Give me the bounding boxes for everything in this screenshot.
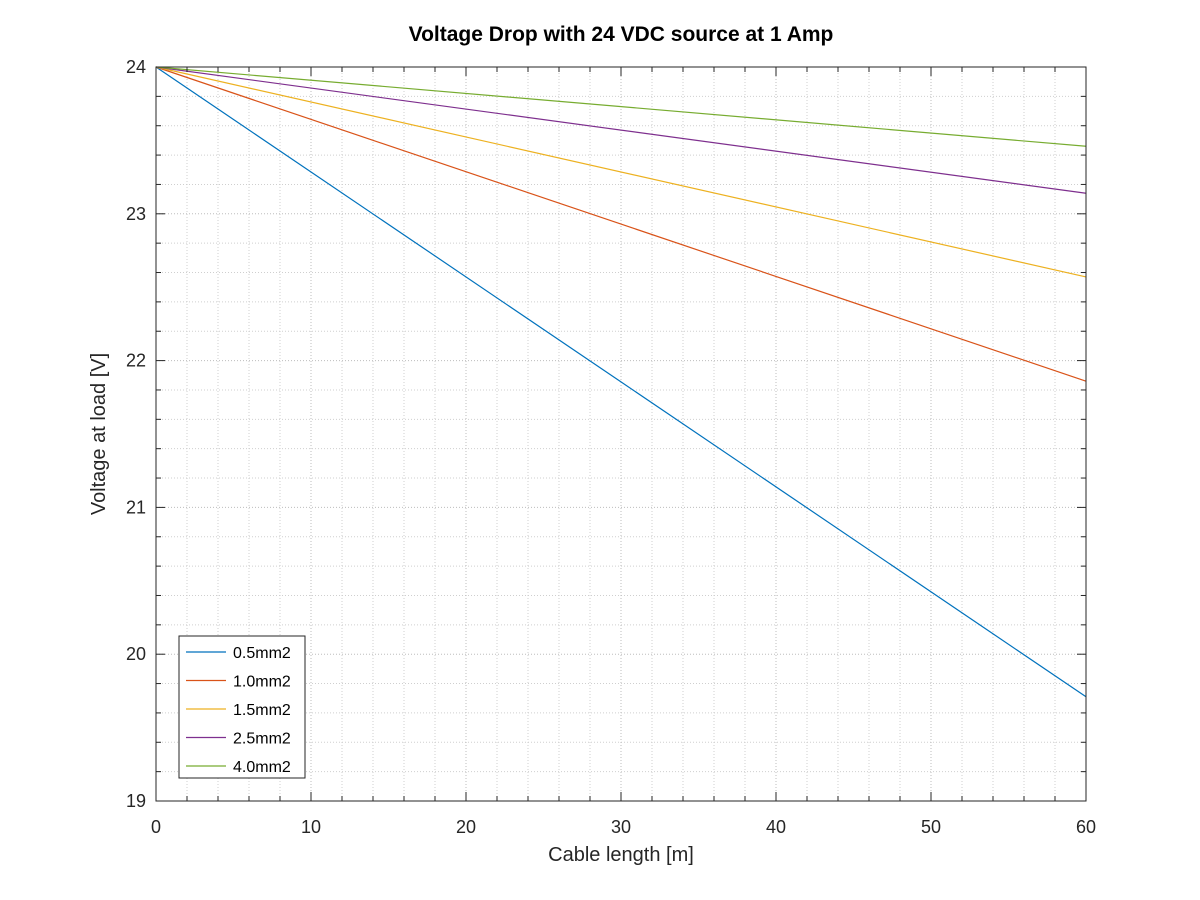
- y-tick-label: 23: [126, 204, 146, 224]
- series-line-1-5mm2: [155, 66, 1087, 278]
- x-tick-label: 10: [301, 817, 321, 837]
- y-tick-label: 21: [126, 497, 146, 517]
- x-tick-label: 20: [456, 817, 476, 837]
- x-tick-label: 50: [921, 817, 941, 837]
- series-line-2-5mm2: [155, 66, 1087, 194]
- x-tick-label: 30: [611, 817, 631, 837]
- series-line-0-5mm2: [155, 66, 1087, 698]
- series-line-4-0mm2: [155, 66, 1087, 147]
- y-tick-label: 22: [126, 351, 146, 371]
- axis-ticks: [155, 66, 1087, 802]
- y-tick-label: 20: [126, 644, 146, 664]
- legend-label: 1.0mm2: [233, 674, 291, 691]
- x-tick-label: 60: [1076, 817, 1096, 837]
- series-line-1-0mm2: [155, 66, 1087, 382]
- legend-label: 1.5mm2: [233, 702, 291, 719]
- x-tick-label: 0: [151, 817, 161, 837]
- legend-items: 0.5mm2 1.0mm2 1.5mm2 2.5mm2 4.0mm2: [186, 645, 291, 776]
- y-tick-label: 19: [126, 791, 146, 811]
- chart-title: Voltage Drop with 24 VDC source at 1 Amp: [409, 23, 834, 46]
- y-tick-labels: 19 20 21 22 23 24: [126, 57, 146, 811]
- x-tick-labels: 0 10 20 30 40 50 60: [151, 817, 1096, 837]
- legend: 0.5mm2 1.0mm2 1.5mm2 2.5mm2 4.0mm2: [178, 635, 306, 779]
- y-axis-label: Voltage at load [V]: [88, 353, 110, 515]
- x-tick-label: 40: [766, 817, 786, 837]
- series-layer: [155, 66, 1087, 698]
- legend-label: 2.5mm2: [233, 731, 291, 748]
- legend-box: [178, 635, 306, 779]
- legend-label: 0.5mm2: [233, 645, 291, 662]
- x-axis-label: Cable length [m]: [548, 844, 694, 866]
- legend-label: 4.0mm2: [233, 759, 291, 776]
- y-tick-label: 24: [126, 57, 146, 77]
